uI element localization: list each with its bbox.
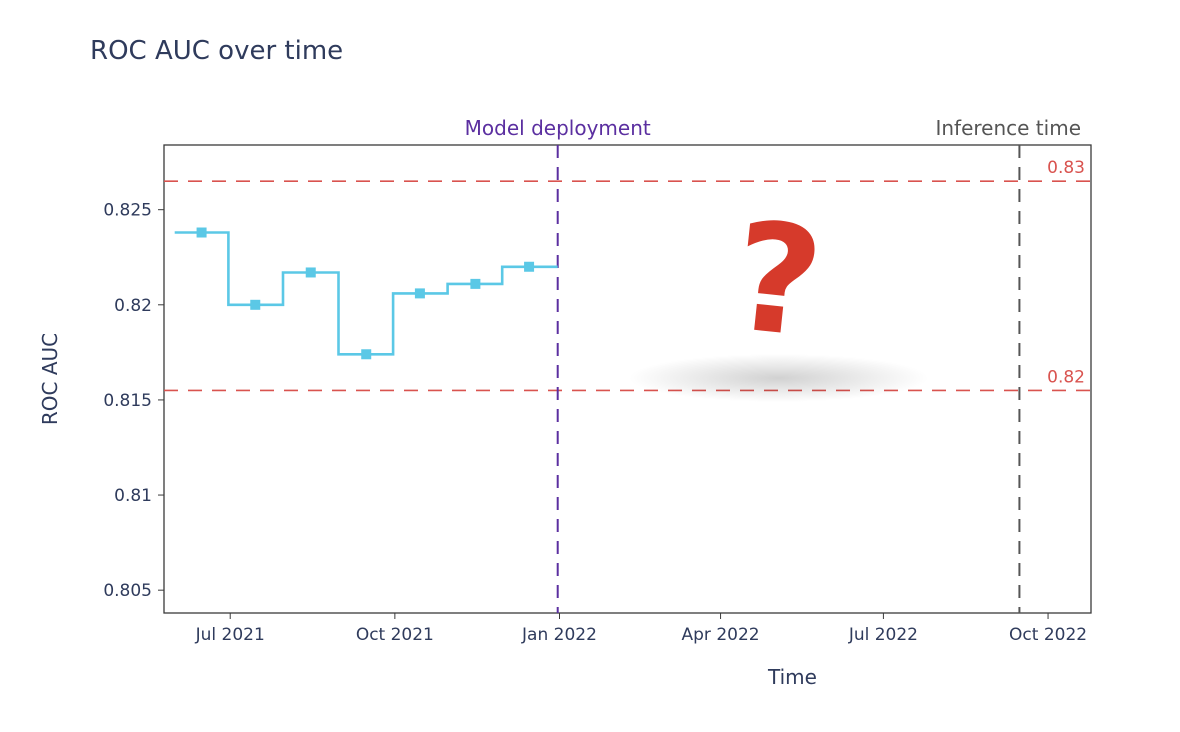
- question-mark-annotation: ?: [725, 190, 830, 372]
- annotation-shadow: [628, 354, 929, 402]
- x-tick-label: Jul 2022: [848, 625, 918, 645]
- y-axis-title: ROC AUC: [38, 333, 62, 425]
- chart-title: ROC AUC over time: [90, 36, 344, 66]
- y-tick-label: 0.805: [103, 581, 152, 601]
- data-point: [414, 288, 425, 299]
- x-tick-label: Jan 2022: [521, 625, 597, 645]
- data-point: [196, 227, 207, 238]
- event-label: Inference time: [935, 116, 1081, 140]
- y-tick-label: 0.82: [114, 296, 152, 316]
- threshold-label: 0.83: [1047, 158, 1085, 178]
- x-tick-label: Apr 2022: [682, 625, 760, 645]
- y-tick-label: 0.825: [103, 201, 152, 221]
- data-point: [361, 349, 372, 360]
- x-tick-label: Jul 2021: [195, 625, 265, 645]
- threshold-label: 0.82: [1047, 367, 1085, 387]
- y-tick-label: 0.81: [114, 486, 152, 506]
- series-line: [174, 231, 558, 356]
- x-axis-title: Time: [767, 665, 817, 689]
- data-point: [250, 299, 261, 310]
- data-point: [470, 278, 481, 289]
- plot-frame: [163, 144, 1092, 614]
- x-tick-label: Oct 2022: [1009, 625, 1087, 645]
- data-point: [524, 261, 535, 272]
- x-tick-label: Oct 2021: [356, 625, 434, 645]
- data-point: [305, 267, 316, 278]
- event-label: Model deployment: [465, 116, 651, 140]
- y-tick-label: 0.815: [103, 391, 152, 411]
